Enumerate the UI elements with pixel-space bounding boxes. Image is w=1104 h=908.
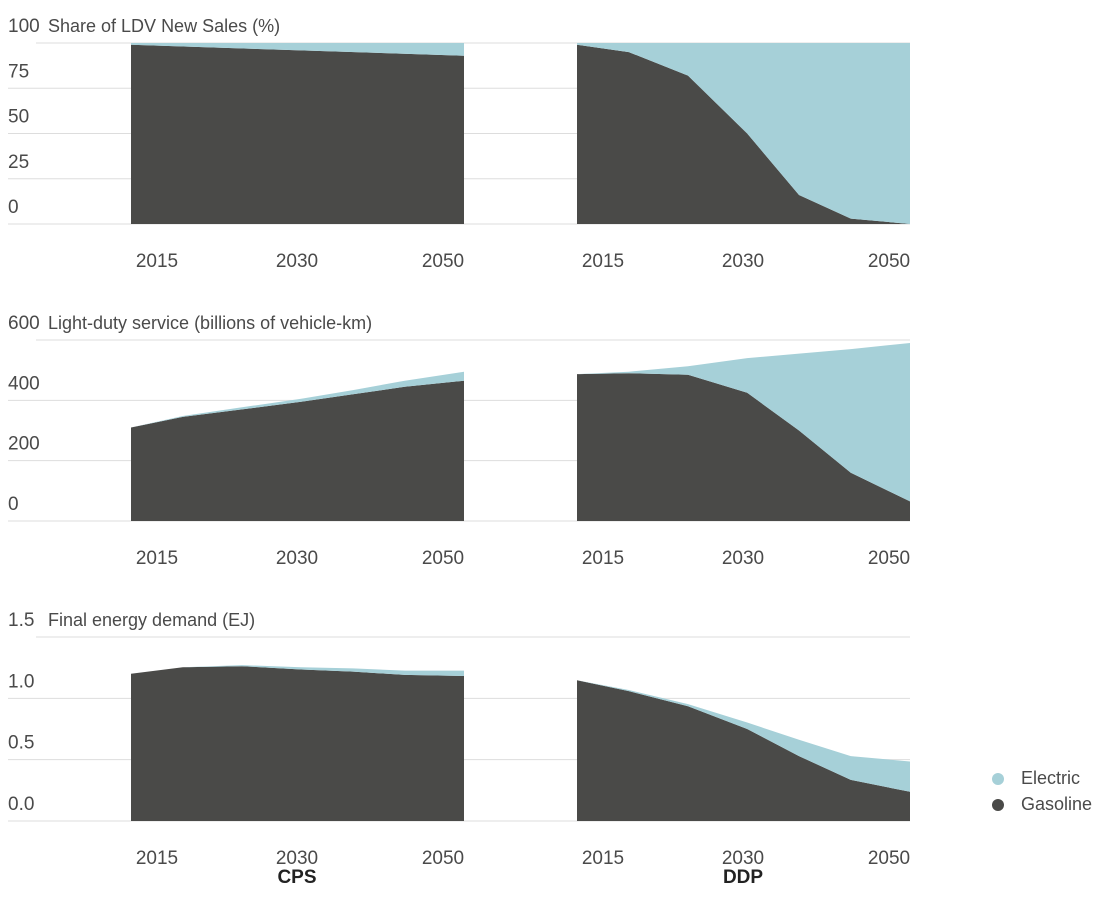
x-tick-label: 2030 — [276, 848, 318, 869]
panel-cps: 2015 2030 2050 — [131, 371, 464, 569]
x-tick-label: 2050 — [422, 848, 464, 869]
x-tick-label: 2030 — [276, 548, 318, 569]
x-tick-label: 2015 — [582, 251, 624, 272]
y-tick-label: 100 — [8, 16, 40, 37]
area-gasoline — [131, 666, 464, 821]
legend-item-electric: Electric — [992, 768, 1080, 788]
y-tick-label: 50 — [8, 107, 29, 128]
area-gasoline — [577, 373, 910, 521]
x-tick-label: 2050 — [868, 548, 910, 569]
panel-ddp: 2015 2030 2050 — [577, 680, 910, 869]
y-tick-label: 25 — [8, 152, 29, 173]
chart-light-duty-service-billions-of-vehicle-km: 600 400 200 0 Light-duty service (billions o… — [8, 313, 910, 569]
x-tick-label: 2015 — [136, 251, 178, 272]
area-electric — [577, 343, 910, 502]
panel-ddp: 2015 2030 2050 — [577, 43, 910, 272]
area-electric — [577, 680, 910, 792]
chart-title: Final energy demand (EJ) — [48, 610, 255, 630]
y-tick-label: 75 — [8, 61, 29, 82]
x-tick-label: 2015 — [582, 548, 624, 569]
y-tick-label: 400 — [8, 373, 40, 394]
legend: Electric Gasoline — [992, 768, 1092, 814]
panel-cps: 2015 2030 2050 — [131, 665, 464, 869]
area-gasoline — [131, 44, 464, 224]
y-tick-label: 0 — [8, 197, 19, 218]
x-tick-label: 2050 — [868, 251, 910, 272]
panel-cps: 2015 2030 2050 — [131, 43, 464, 272]
y-tick-label: 0 — [8, 494, 19, 515]
area-gasoline — [131, 380, 464, 521]
y-tick-label: 1.5 — [8, 610, 34, 631]
chart-title: Light-duty service (billions of vehicle-… — [48, 313, 372, 333]
legend-swatch — [992, 799, 1004, 811]
x-tick-label: 2050 — [422, 548, 464, 569]
panel-ddp: 2015 2030 2050 — [577, 343, 910, 569]
y-tick-label: 200 — [8, 434, 40, 455]
charts: 100 75 50 25 0 Share of LDV New Sales (%) 2015… — [8, 16, 910, 869]
x-tick-label: 2015 — [582, 848, 624, 869]
y-tick-label: 600 — [8, 313, 40, 334]
area-electric — [131, 371, 464, 428]
legend-label: Electric — [1021, 768, 1080, 788]
x-tick-label: 2050 — [868, 848, 910, 869]
area-electric — [577, 43, 910, 224]
scenario-label-cps: CPS — [277, 867, 316, 888]
x-tick-label: 2030 — [722, 548, 764, 569]
scenario-label-ddp: DDP — [723, 867, 763, 888]
x-tick-label: 2030 — [722, 251, 764, 272]
chart-title: Share of LDV New Sales (%) — [48, 16, 280, 36]
y-tick-label: 0.0 — [8, 794, 34, 815]
y-tick-label: 0.5 — [8, 733, 34, 754]
x-tick-label: 2030 — [722, 848, 764, 869]
chart-share-of-ldv-new-sales: 100 75 50 25 0 Share of LDV New Sales (%) 2015… — [8, 16, 910, 272]
x-tick-label: 2030 — [276, 251, 318, 272]
area-gasoline — [577, 680, 910, 821]
area-electric — [131, 43, 464, 56]
legend-label: Gasoline — [1021, 794, 1092, 814]
x-tick-label: 2050 — [422, 251, 464, 272]
y-tick-label: 1.0 — [8, 671, 34, 692]
legend-swatch — [992, 773, 1004, 785]
x-tick-label: 2015 — [136, 548, 178, 569]
legend-item-gasoline: Gasoline — [992, 794, 1092, 814]
chart-final-energy-demand-ej: 1.5 1.0 0.5 0.0 Final energy demand (EJ) 2015… — [8, 610, 910, 869]
x-tick-label: 2015 — [136, 848, 178, 869]
area-gasoline — [577, 44, 910, 224]
area-electric — [131, 665, 464, 676]
